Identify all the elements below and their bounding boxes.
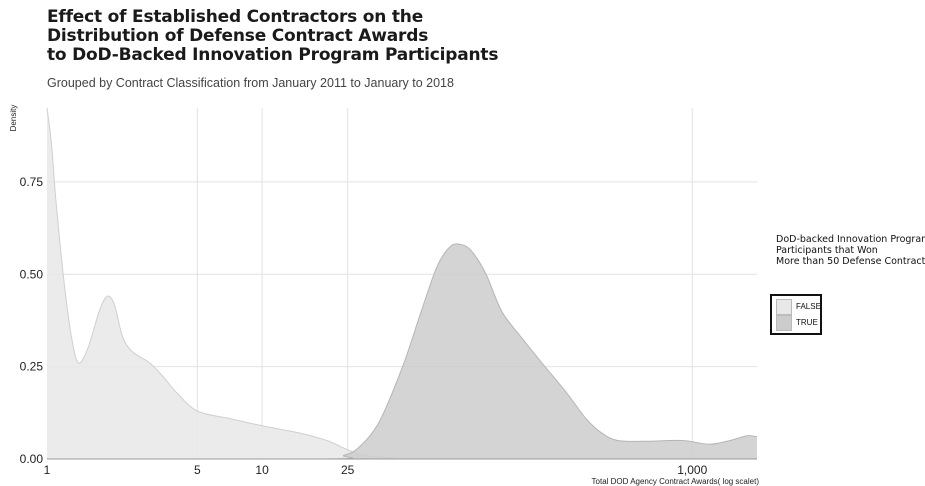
- y-tick-label-0: 0.00: [20, 452, 44, 466]
- chart-title-line-3: to DoD-Backed Innovation Program Partici…: [47, 45, 499, 65]
- density-areas: [46, 107, 758, 460]
- density-area-true: [47, 243, 757, 459]
- density-area-false: [47, 108, 757, 459]
- legend-swatch-false: [776, 299, 792, 315]
- chart-title-line-2: Distribution of Defense Contract Awards: [47, 26, 429, 46]
- x-tick-label-4: 1,000: [677, 463, 707, 477]
- density-line-true: [47, 243, 758, 460]
- x-tick-label-2: 10: [255, 463, 269, 477]
- chart-subtitle: Grouped by Contract Classification from …: [47, 76, 454, 90]
- y-tick-label-1: 0.25: [20, 360, 44, 374]
- x-tick-label-3: 25: [341, 463, 355, 477]
- chart-title: Effect of Established Contractors on the…: [47, 8, 507, 65]
- legend-title-line-1: DoD-backed Innovation Program: [776, 234, 925, 245]
- legend: FALSE TRUE: [770, 294, 822, 335]
- x-tick-label-0: 1: [44, 463, 51, 477]
- gridlines: [47, 108, 757, 459]
- chart-title-line-1: Effect of Established Contractors on the: [47, 7, 424, 27]
- y-tick-label-3: 0.75: [20, 175, 44, 189]
- legend-label-true: TRUE: [796, 318, 818, 327]
- x-tick-label-1: 5: [194, 463, 201, 477]
- legend-label-false: FALSE: [796, 302, 821, 311]
- legend-title-line-3: More than 50 Defense Contracts: [776, 256, 925, 267]
- legend-swatch-true: [776, 315, 792, 331]
- x-axis-label: Total DOD Agency Contract Awards( log sc…: [592, 477, 760, 486]
- legend-title: DoD-backed Innovation Program Participan…: [776, 234, 925, 267]
- axes: 1 5 10 25 1,000 0.00 0.25 0.50 0.75 Total DOD Age…: [9, 105, 759, 486]
- legend-item-true: TRUE: [776, 315, 822, 331]
- legend-item-false: FALSE: [776, 299, 822, 315]
- y-axis-label: Density: [9, 105, 18, 132]
- y-tick-label-2: 0.50: [20, 267, 44, 281]
- legend-title-line-2: Participants that Won: [776, 245, 878, 256]
